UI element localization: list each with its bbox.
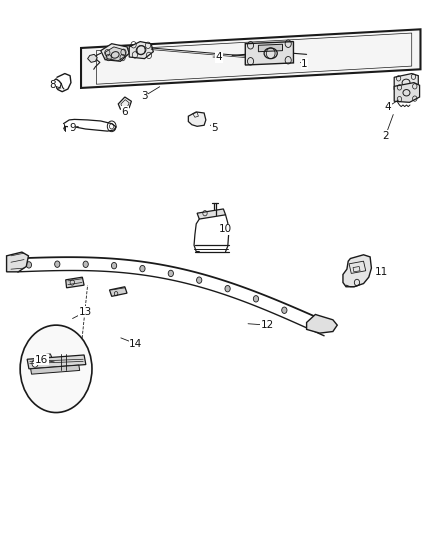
Text: 10: 10 (219, 224, 232, 234)
Polygon shape (245, 42, 293, 65)
Text: 8: 8 (49, 80, 56, 90)
Circle shape (111, 262, 117, 269)
Circle shape (282, 307, 287, 313)
Polygon shape (7, 252, 28, 272)
Polygon shape (394, 83, 420, 102)
Circle shape (140, 265, 145, 272)
Polygon shape (197, 209, 226, 219)
Polygon shape (105, 47, 126, 61)
Polygon shape (258, 44, 283, 52)
Polygon shape (110, 287, 127, 296)
Text: 11: 11 (374, 267, 388, 277)
Polygon shape (394, 74, 418, 91)
Circle shape (197, 277, 202, 284)
Text: 12: 12 (261, 320, 274, 330)
Polygon shape (66, 277, 84, 288)
Circle shape (20, 325, 92, 413)
Circle shape (26, 262, 32, 268)
Text: 1: 1 (301, 59, 308, 69)
Polygon shape (31, 365, 80, 374)
Circle shape (253, 296, 258, 302)
Text: 16: 16 (35, 355, 48, 365)
Polygon shape (129, 42, 153, 59)
Text: 13: 13 (79, 307, 92, 317)
Text: 3: 3 (141, 91, 148, 101)
Polygon shape (42, 354, 52, 358)
Circle shape (225, 286, 230, 292)
Polygon shape (307, 314, 337, 333)
Polygon shape (81, 29, 420, 88)
Polygon shape (118, 97, 131, 109)
Polygon shape (188, 112, 206, 126)
Circle shape (55, 261, 60, 268)
Text: 4: 4 (385, 102, 392, 111)
Text: 6: 6 (121, 107, 128, 117)
Circle shape (32, 360, 38, 367)
Circle shape (310, 319, 315, 326)
Text: 5: 5 (211, 123, 218, 133)
Text: 9: 9 (69, 123, 76, 133)
Circle shape (168, 270, 173, 277)
Text: 4: 4 (215, 52, 223, 62)
Circle shape (83, 261, 88, 268)
Polygon shape (27, 355, 86, 369)
Polygon shape (88, 54, 97, 62)
Text: 2: 2 (382, 131, 389, 141)
Polygon shape (343, 255, 371, 287)
Text: 14: 14 (129, 339, 142, 349)
Polygon shape (101, 44, 129, 61)
